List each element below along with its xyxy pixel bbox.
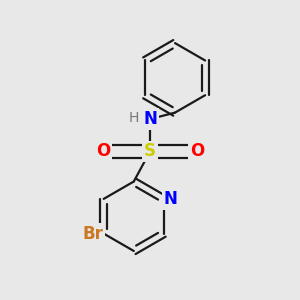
Text: O: O (190, 142, 204, 160)
Text: O: O (96, 142, 110, 160)
Text: N: N (164, 190, 177, 208)
Text: S: S (144, 142, 156, 160)
Text: N: N (143, 110, 157, 128)
Text: H: H (129, 111, 139, 125)
Text: Br: Br (82, 225, 103, 243)
